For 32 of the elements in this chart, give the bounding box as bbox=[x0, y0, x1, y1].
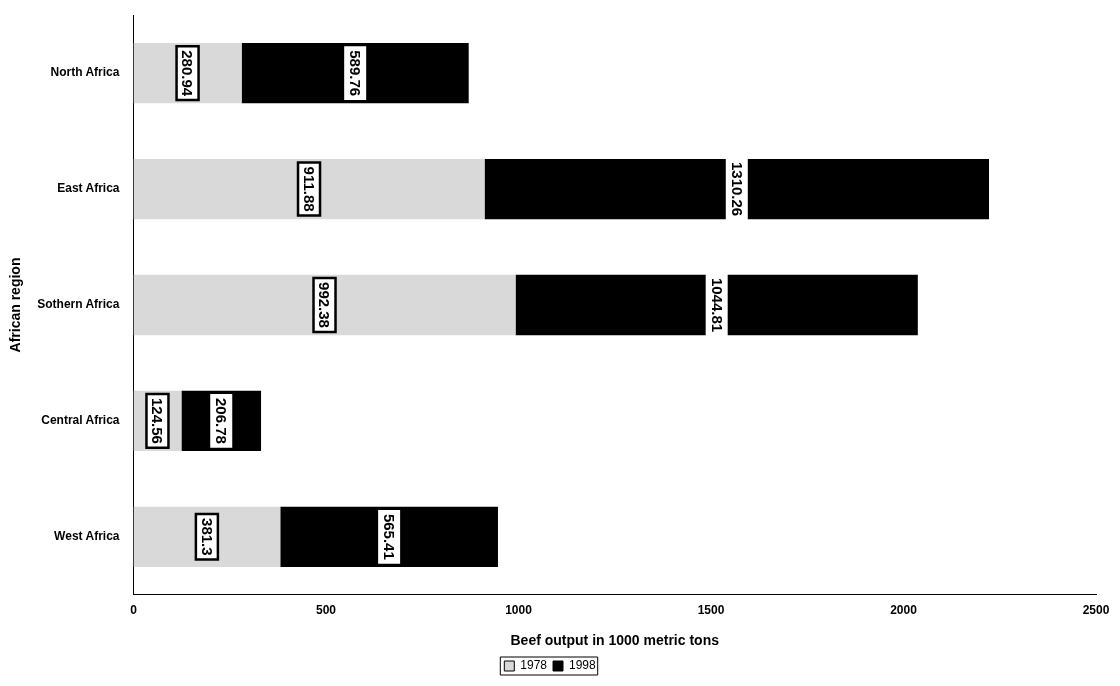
bar bbox=[241, 43, 469, 104]
bar bbox=[133, 506, 281, 567]
y-tick-label: West Africa bbox=[54, 529, 120, 544]
x-axis-title: Beef output in 1000 metric tons bbox=[510, 632, 720, 649]
data-label: 565.41 bbox=[380, 513, 398, 560]
data-label: 381.3 bbox=[198, 518, 216, 556]
y-tick-label: East Africa bbox=[57, 181, 120, 196]
data-label: 1044.81 bbox=[708, 277, 726, 333]
data-label: 206.78 bbox=[213, 397, 231, 444]
x-tick-label: 0 bbox=[130, 603, 138, 618]
x-tick-label: 2500 bbox=[1082, 603, 1110, 618]
bar bbox=[133, 274, 516, 336]
data-label: 589.76 bbox=[347, 50, 365, 97]
data-label: 1310.26 bbox=[728, 161, 746, 217]
data-label: 124.56 bbox=[149, 397, 167, 444]
data-label: 992.38 bbox=[316, 282, 334, 328]
y-axis-title: African region bbox=[7, 257, 24, 353]
bar bbox=[515, 274, 918, 336]
y-tick-label: Central Africa bbox=[41, 413, 120, 428]
x-tick-label: 2000 bbox=[890, 603, 918, 618]
x-tick-label: 1500 bbox=[697, 603, 725, 618]
legend-label: 1978 bbox=[520, 658, 548, 673]
legend-label: 1998 bbox=[569, 658, 597, 673]
x-tick-label: 500 bbox=[315, 603, 337, 618]
data-label: 280.94 bbox=[179, 50, 197, 97]
bar bbox=[280, 506, 498, 567]
bar bbox=[133, 158, 485, 220]
data-label: 911.88 bbox=[300, 166, 318, 212]
x-tick-label: 1000 bbox=[505, 603, 533, 618]
y-tick-label: Sothern Africa bbox=[37, 297, 120, 312]
y-tick-label: North Africa bbox=[50, 65, 120, 80]
bar bbox=[484, 158, 990, 220]
